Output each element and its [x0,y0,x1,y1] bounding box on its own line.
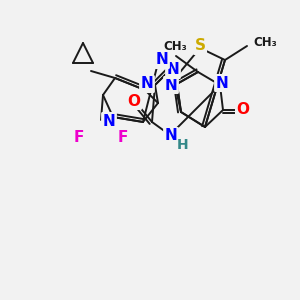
Text: N: N [165,77,177,92]
Text: CH₃: CH₃ [253,35,277,49]
Text: N: N [156,52,168,68]
Text: O: O [236,103,250,118]
Text: F: F [74,130,84,146]
Text: H: H [177,138,189,152]
Text: O: O [128,94,140,109]
Text: S: S [194,38,206,53]
Text: N: N [103,113,116,128]
Text: N: N [167,62,179,77]
Text: N: N [216,76,228,91]
Text: F: F [118,130,128,146]
Text: N: N [165,128,177,143]
Text: N: N [141,76,153,92]
Text: CH₃: CH₃ [163,40,187,53]
